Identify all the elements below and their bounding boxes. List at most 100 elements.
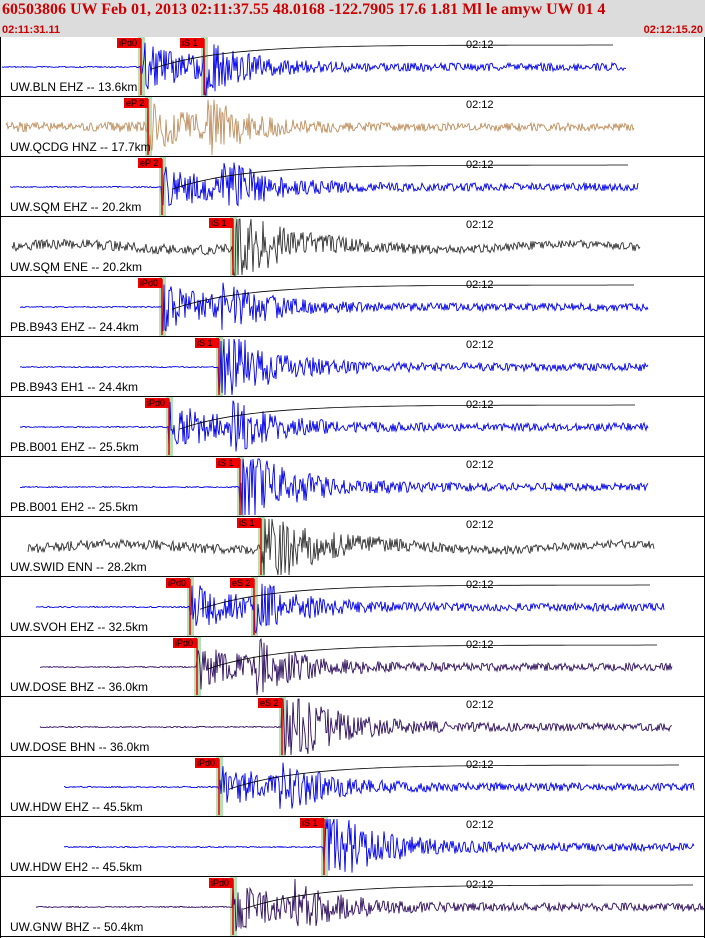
event-title: 60503806 UW Feb 01, 2013 02:11:37.55 48.… bbox=[2, 1, 606, 18]
trace-panel: 02:12 eS 2 UW.DOSE BHN -- 36.0km bbox=[0, 698, 705, 757]
trace-panel: 02:12 eP 2 UW.QCDG HNZ -- 17.7km bbox=[0, 98, 705, 157]
trace-panel: 02:12 iPd0 UW.DOSE BHZ -- 36.0km bbox=[0, 637, 705, 697]
trace-panel: 02:12 iPd0 PB.B943 EHZ -- 24.4km bbox=[0, 278, 705, 337]
time-tick-label: 02:12 bbox=[466, 459, 494, 471]
trace-panel: 02:12 iPd0 UW.HDW EHZ -- 45.5km bbox=[0, 758, 705, 817]
pick-label: eS 2 bbox=[260, 698, 279, 708]
time-tick-label: 02:12 bbox=[466, 339, 494, 351]
waveform bbox=[10, 162, 639, 207]
time-tick-label: 02:12 bbox=[466, 39, 494, 51]
station-label: UW.HDW EH2 -- 45.5km bbox=[10, 860, 142, 874]
pick-flag bbox=[173, 638, 197, 648]
station-label: UW.SWID ENN -- 28.2km bbox=[10, 560, 147, 574]
station-label: UW.DOSE BHZ -- 36.0km bbox=[10, 680, 148, 694]
pick-label: iS 1 bbox=[218, 458, 234, 468]
waveform bbox=[11, 218, 641, 276]
pick-label: iS 1 bbox=[197, 338, 213, 348]
time-tick-label: 02:12 bbox=[466, 819, 494, 831]
waveform bbox=[39, 637, 673, 696]
pick-flag bbox=[230, 578, 254, 588]
pick-label: iPd0 bbox=[119, 38, 137, 48]
coda-line bbox=[178, 404, 635, 430]
coda-line bbox=[171, 284, 634, 310]
trace-panel: 02:12 iS 1 PB.B001 EH2 -- 25.5km bbox=[0, 458, 705, 517]
pick-flag bbox=[258, 698, 282, 708]
station-label: PB.B001 EHZ -- 25.5km bbox=[10, 440, 139, 454]
seismogram-plot: 02:12 iPd0 iS 1 UW.BLN EHZ -- 13.6km 02:12 eP… bbox=[0, 37, 705, 938]
pick-flag bbox=[300, 818, 324, 828]
end-time: 02:12:15.20 bbox=[643, 24, 703, 36]
time-tick-label: 02:12 bbox=[466, 759, 494, 771]
pick-flag bbox=[166, 578, 190, 588]
pick-flag bbox=[237, 518, 261, 528]
coda-line bbox=[171, 164, 628, 190]
pick-label: iS 1 bbox=[302, 818, 318, 828]
start-time: 02:11:31.11 bbox=[2, 24, 61, 36]
station-label: UW.HDW EHZ -- 45.5km bbox=[10, 800, 143, 814]
pick-label: iS 1 bbox=[182, 38, 198, 48]
station-label: UW.SQM ENE -- 20.2km bbox=[10, 260, 142, 274]
waveform bbox=[27, 518, 655, 576]
waveform bbox=[1, 42, 627, 96]
pick-label: iPd0 bbox=[140, 278, 158, 288]
trace-panel: 02:12 iPd0 UW.GNW BHZ -- 50.4km bbox=[0, 878, 705, 937]
trace-panel: 02:12 iS 1 UW.SQM ENE -- 20.2km bbox=[0, 218, 705, 277]
time-tick-label: 02:12 bbox=[466, 579, 494, 591]
pick-flag bbox=[180, 38, 204, 48]
time-tick-label: 02:12 bbox=[466, 519, 494, 531]
station-label: UW.BLN EHZ -- 13.6km bbox=[10, 80, 137, 94]
pick-flag bbox=[216, 458, 240, 468]
waveform bbox=[19, 338, 649, 396]
coda-line bbox=[206, 644, 657, 670]
waveform bbox=[5, 99, 635, 156]
station-label: PB.B943 EH1 -- 24.4km bbox=[10, 380, 138, 394]
station-label: UW.SQM EHZ -- 20.2km bbox=[10, 200, 141, 214]
trace-panel: 02:12 iS 1 UW.HDW EH2 -- 45.5km bbox=[0, 818, 705, 877]
waveform bbox=[19, 282, 649, 332]
time-tick-label: 02:12 bbox=[466, 279, 494, 291]
time-tick-label: 02:12 bbox=[466, 879, 494, 891]
coda-line bbox=[150, 44, 613, 70]
waveform bbox=[19, 458, 649, 516]
pick-flag bbox=[209, 878, 233, 888]
pick-label: eS 2 bbox=[232, 578, 251, 588]
coda-line bbox=[242, 884, 693, 910]
station-label: UW.SVOH EHZ -- 32.5km bbox=[10, 620, 148, 634]
trace-panel: 02:12 iS 1 UW.SWID ENN -- 28.2km bbox=[0, 518, 705, 577]
trace-panel: 02:12 eP 2 UW.SQM EHZ -- 20.2km bbox=[0, 158, 705, 217]
pick-flag bbox=[195, 338, 219, 348]
time-tick-label: 02:12 bbox=[466, 159, 494, 171]
time-tick-label: 02:12 bbox=[466, 99, 494, 111]
station-label: PB.B943 EHZ -- 24.4km bbox=[10, 320, 139, 334]
time-tick-label: 02:12 bbox=[466, 219, 494, 231]
pick-flag bbox=[117, 38, 141, 48]
time-tick-label: 02:12 bbox=[466, 399, 494, 411]
waveform bbox=[35, 878, 705, 932]
pick-label: iPd0 bbox=[197, 758, 215, 768]
coda-line bbox=[199, 584, 650, 610]
time-tick-label: 02:12 bbox=[466, 639, 494, 651]
station-label: UW.DOSE BHN -- 36.0km bbox=[10, 740, 149, 754]
station-label: UW.QCDG HNZ -- 17.7km bbox=[10, 140, 151, 154]
waveform bbox=[63, 818, 695, 873]
pick-label: eP 2 bbox=[140, 158, 158, 168]
pick-flag bbox=[209, 218, 233, 228]
waveform bbox=[35, 583, 665, 634]
pick-flag bbox=[124, 98, 148, 108]
pick-flag bbox=[195, 758, 219, 768]
time-tick-label: 02:12 bbox=[466, 699, 494, 711]
trace-panel: 02:12 iPd0 eS 2 UW.SVOH EHZ -- 32.5km bbox=[0, 578, 705, 637]
pick-label: iS 1 bbox=[211, 218, 227, 228]
pick-label: iPd0 bbox=[147, 398, 165, 408]
pick-label: iS 1 bbox=[239, 518, 255, 528]
pick-flag bbox=[138, 158, 162, 168]
waveform bbox=[63, 762, 695, 809]
waveform bbox=[39, 698, 673, 756]
pick-label: iPd0 bbox=[168, 578, 186, 588]
trace-panel: 02:12 iPd0 PB.B001 EHZ -- 25.5km bbox=[0, 398, 705, 457]
waveform bbox=[19, 400, 649, 452]
station-label: UW.GNW BHZ -- 50.4km bbox=[10, 920, 143, 934]
station-label: PB.B001 EH2 -- 25.5km bbox=[10, 500, 138, 514]
trace-panel: 02:12 iS 1 PB.B943 EH1 -- 24.4km bbox=[0, 338, 705, 397]
pick-label: iPd0 bbox=[175, 638, 193, 648]
